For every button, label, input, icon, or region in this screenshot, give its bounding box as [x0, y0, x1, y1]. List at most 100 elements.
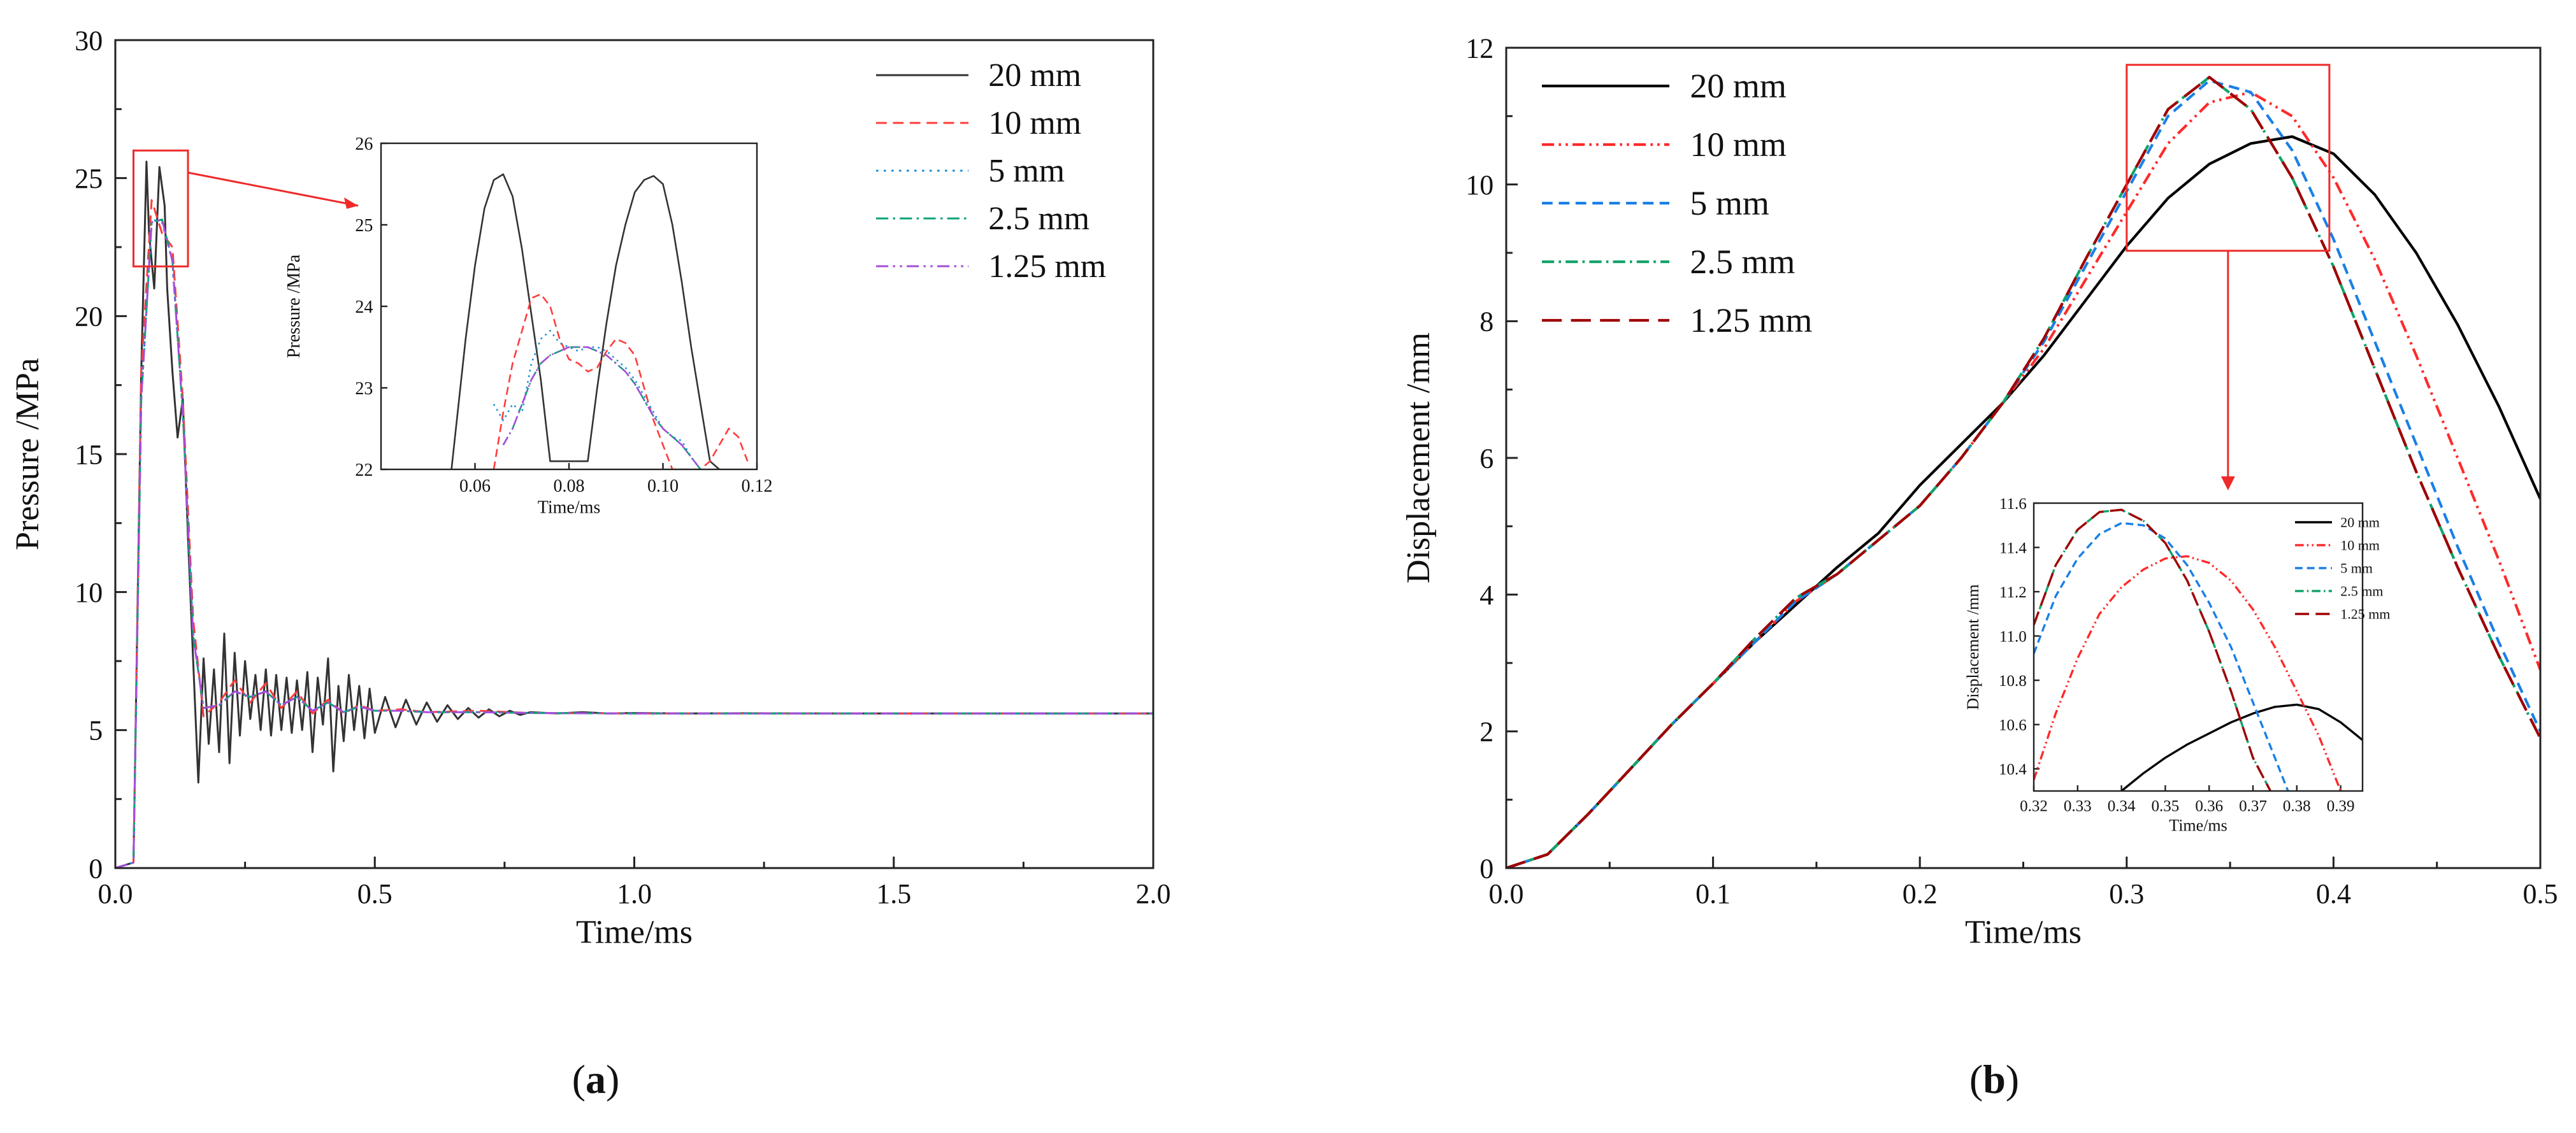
- y-tick-label: 11.2: [1999, 584, 2027, 601]
- y-axis-label: Pressure /MPa: [284, 254, 304, 358]
- legend-label: 20 mm: [1690, 67, 1787, 105]
- b-inset-chart: 0.32 0.33 0.34 0.35 0.36 0.37 0.38 0.39 10.4 10.6…: [1964, 495, 2390, 835]
- y-tick-label: 11.0: [1999, 628, 2027, 645]
- y-tick-label: 12: [1465, 32, 1493, 64]
- panel-label-open: (: [572, 1057, 586, 1102]
- y-tick-label: 30: [75, 25, 103, 56]
- series-line-2-5-mmmm: [502, 346, 702, 469]
- panel-label-open: (: [1969, 1057, 1983, 1102]
- panel-label: (a): [572, 1057, 620, 1102]
- y-tick-label: 4: [1479, 580, 1493, 611]
- y-tick-label: 25: [355, 216, 373, 236]
- y-tick-label: 8: [1479, 306, 1493, 338]
- plot-frame: [380, 142, 758, 471]
- panel-label-close: ): [606, 1057, 619, 1102]
- legend-label: 1.25 mm: [2340, 606, 2390, 622]
- zoom-arrowhead-b: [2220, 476, 2235, 490]
- y-tick-label: 10: [75, 577, 103, 608]
- y-tick-label: 10.4: [1999, 761, 2027, 778]
- series-group: [450, 173, 749, 469]
- plot-area-background: [2034, 503, 2363, 791]
- legend-label: 2.5 mm: [988, 201, 1090, 237]
- y-axis-label: Pressure /MPa: [10, 358, 46, 550]
- x-tick-label: 0.39: [2327, 797, 2355, 815]
- x-tick-label: 0.0: [98, 878, 133, 909]
- legend-label: 10 mm: [1690, 125, 1787, 164]
- series-line-20-mmmm: [2120, 703, 2363, 791]
- y-tick-label: 23: [355, 379, 373, 399]
- x-axis-label: Time/ms: [576, 914, 693, 950]
- x-tick-label: 0.32: [2020, 797, 2048, 815]
- legend-label: 10 mm: [988, 105, 1081, 141]
- panel-label: (b): [1969, 1057, 2019, 1102]
- x-tick-label: 0.06: [459, 476, 491, 496]
- y-tick-label: 10.6: [1999, 716, 2027, 734]
- y-tick-label: 10: [1465, 169, 1493, 201]
- x-tick-label: 0.3: [2109, 878, 2144, 909]
- y-tick-label: 26: [355, 134, 373, 154]
- series-group: [1506, 76, 2540, 868]
- legend-label: 1.25 mm: [988, 248, 1106, 285]
- legend-label: 10 mm: [2340, 537, 2380, 553]
- series-line-1-25-mmmm: [1506, 76, 2540, 868]
- x-tick-label: 0.1: [1695, 878, 1731, 909]
- zoom-box-a: [133, 149, 189, 267]
- plot-frame: [1505, 46, 2542, 869]
- x-axis-label: Time/ms: [2169, 816, 2227, 834]
- x-tick-label: 1.5: [876, 878, 911, 909]
- plot-frame: [2033, 502, 2364, 792]
- legend: 20 mm 10 mm 5 mm 2.5 mm 1.25 mm: [2295, 514, 2390, 622]
- x-tick-label: 0.4: [2316, 878, 2351, 909]
- series-line-1-25-mmmm: [2034, 508, 2272, 791]
- legend-label: 2.5 mm: [2340, 583, 2383, 599]
- panel-label-close: ): [2006, 1057, 2019, 1102]
- x-tick-label: 0.34: [2108, 797, 2136, 815]
- x-tick-label: 0.12: [742, 476, 773, 496]
- legend-label: 2.5 mm: [1690, 243, 1795, 281]
- legend-label: 5 mm: [2340, 560, 2373, 576]
- x-axis-label: Time/ms: [538, 498, 601, 518]
- series-group: [2034, 508, 2363, 791]
- x-tick-label: 0.10: [647, 476, 679, 496]
- series-line-1-25-mmmm: [115, 218, 1153, 868]
- y-tick-label: 20: [75, 301, 103, 332]
- x-tick-label: 1.0: [617, 878, 652, 909]
- x-tick-label: 0.36: [2195, 797, 2223, 815]
- x-tick-label: 2.0: [1136, 878, 1171, 909]
- legend: 20 mm 10 mm 5 mm 2.5 mm 1.25 mm: [876, 57, 1106, 285]
- series-line-5-mmmm: [2034, 522, 2289, 791]
- a-inset-chart: 0.06 0.08 0.10 0.12 22 23 24 25 26 Time/ms Pressur…: [284, 134, 773, 518]
- y-tick-label: 0: [1479, 853, 1493, 884]
- legend: 20 mm 10 mm 5 mm 2.5 mm 1.25 mm: [1542, 67, 1812, 339]
- y-axis-label: Displacement /mm: [1964, 584, 1982, 709]
- y-tick-label: 11.4: [1999, 539, 2027, 557]
- plot-frame: [114, 39, 1155, 869]
- series-line-10-mmmm: [493, 293, 749, 469]
- legend-label: 5 mm: [1690, 184, 1769, 222]
- series-line-20-mmmm: [450, 173, 720, 469]
- legend-label: 5 mm: [988, 153, 1065, 189]
- legend-label: 20 mm: [988, 57, 1081, 94]
- y-tick-label: 2: [1479, 716, 1493, 748]
- series-line-5-mmmm: [1506, 79, 2540, 868]
- y-tick-label: 25: [75, 163, 103, 194]
- y-tick-label: 22: [355, 460, 373, 480]
- y-tick-label: 15: [75, 439, 103, 470]
- y-tick-label: 0: [89, 853, 103, 884]
- y-axis-label: Displacement /mm: [1400, 332, 1437, 583]
- panel-label-letter: a: [586, 1057, 606, 1102]
- series-group: [115, 160, 1153, 868]
- x-tick-label: 0.5: [357, 878, 392, 909]
- x-tick-label: 0.33: [2064, 797, 2092, 815]
- y-tick-label: 11.6: [1999, 495, 2027, 513]
- panel-label-letter: b: [1983, 1057, 2006, 1102]
- x-tick-label: 0.08: [554, 476, 585, 496]
- x-tick-label: 0.35: [2152, 797, 2180, 815]
- zoom-arrowhead-a: [344, 197, 358, 209]
- y-tick-label: 10.8: [1999, 673, 2027, 690]
- x-tick-label: 0.2: [1903, 878, 1938, 909]
- y-tick-label: 24: [355, 297, 373, 317]
- x-axis-label: Time/ms: [1965, 914, 2082, 950]
- legend-label: 1.25 mm: [1690, 301, 1812, 339]
